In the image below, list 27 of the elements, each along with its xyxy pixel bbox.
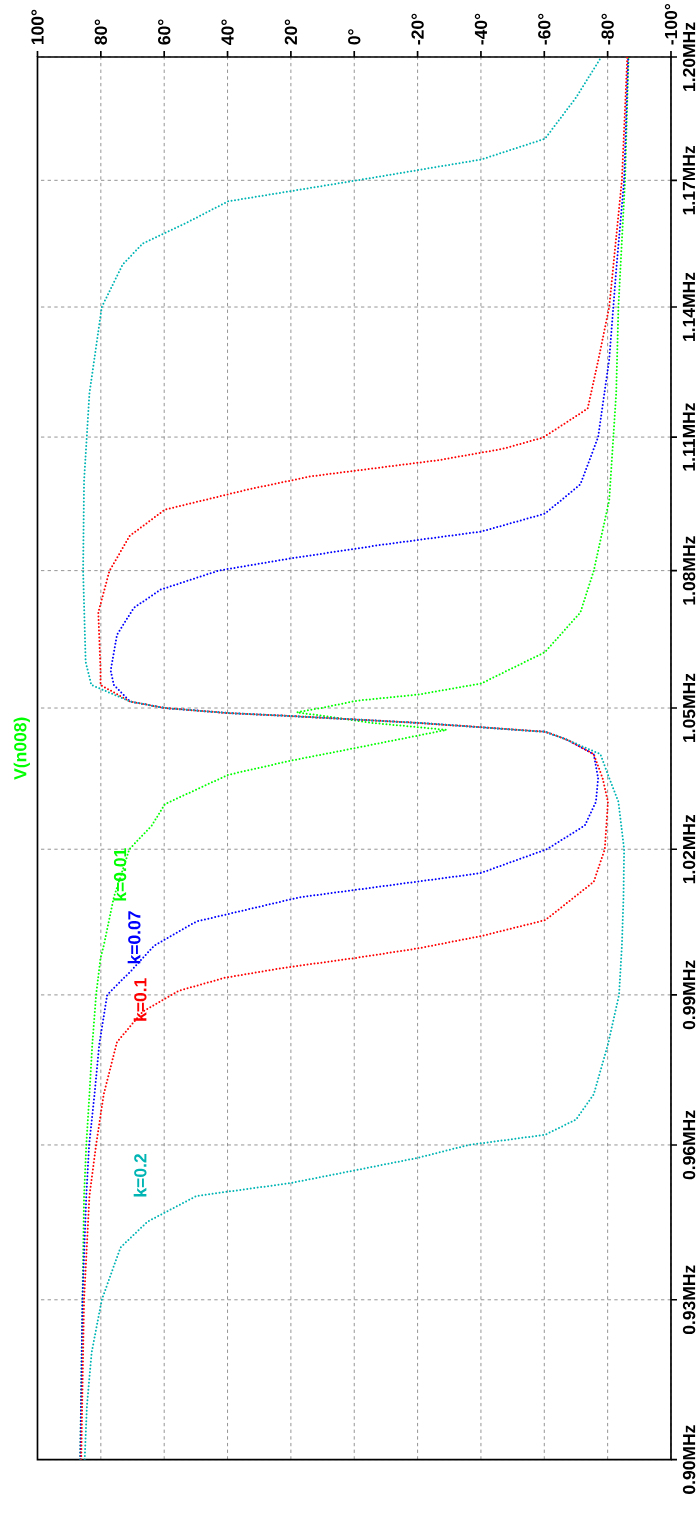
x-tick-label: -60° <box>538 13 551 45</box>
x-tick-label: 0° <box>348 29 361 45</box>
y-tick-label: 1.02MHz <box>682 814 696 884</box>
y-tick-label: 1.17MHz <box>682 145 695 215</box>
y-tick-label: 0.93MHz <box>682 1265 696 1335</box>
x-tick-label: -40° <box>474 13 488 45</box>
y-tick-label: 1.14MHz <box>682 272 695 341</box>
text: k=0.07 <box>127 911 141 964</box>
text: k=0.01 <box>113 848 127 901</box>
y-tick-label: 0.99MHz <box>682 960 696 1030</box>
x-tick-label: -100° <box>664 3 678 45</box>
x-tick-label: 20° <box>284 19 298 45</box>
text: k=0.1 <box>133 978 147 1021</box>
y-tick-label: 0.90MHz <box>682 1425 696 1494</box>
y-tick-label: 1.05MHz <box>682 673 696 742</box>
y-tick-label: 0.96MHz <box>682 1110 696 1180</box>
x-tick-label: -80° <box>601 13 614 45</box>
x-tick-label: 100° <box>31 9 44 45</box>
text: k=0.2 <box>133 1154 147 1197</box>
x-tick-label: 40° <box>221 19 234 45</box>
y-tick-label: 1.08MHz <box>682 536 696 605</box>
x-tick-label: 80° <box>94 19 108 45</box>
x-tick-label: -20° <box>411 13 424 45</box>
y-tick-label: 1.20MHz <box>682 22 696 91</box>
text: V(n008) <box>13 717 30 780</box>
x-tick-label: 60° <box>158 19 171 45</box>
y-tick-label: 1.11MHz <box>682 403 695 471</box>
